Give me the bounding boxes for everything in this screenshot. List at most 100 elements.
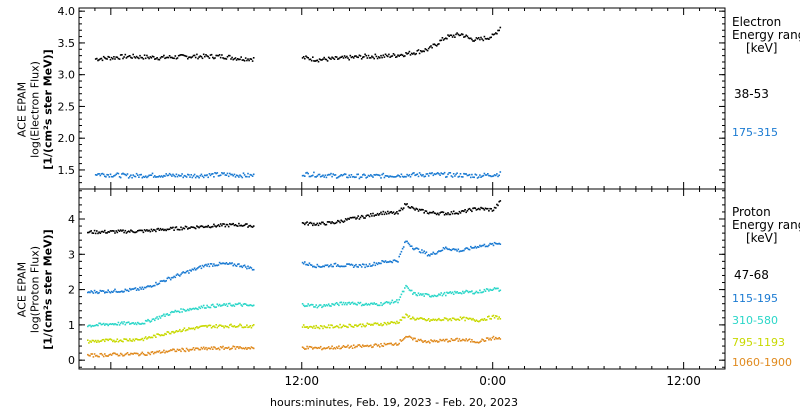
proton-point [109,338,112,340]
electron-point [172,57,174,59]
proton-point [151,336,154,339]
proton-point [393,259,396,261]
electron-point [213,176,215,178]
electron-point [446,37,448,40]
proton-point [417,292,420,294]
proton-point [392,344,395,346]
electron-point [418,52,421,55]
proton-point [304,348,306,350]
proton-point [426,254,429,257]
proton-point [484,245,487,248]
proton-point [438,293,440,295]
proton-point [147,285,149,287]
electron-point [431,46,433,49]
proton-point [415,340,417,342]
proton-point [467,318,470,320]
proton-point [158,315,161,318]
proton-point [87,339,89,341]
proton-point [448,318,450,321]
proton-point [415,247,417,249]
proton-point [246,324,248,326]
proton-point [487,288,489,291]
proton-point [490,339,492,341]
electron-point [370,174,372,176]
proton-point [331,345,333,348]
electron-point [372,176,374,178]
proton-point [475,247,478,249]
proton-point [208,347,211,350]
electron-point [474,39,477,41]
proton-point [180,330,182,333]
proton-point [385,301,388,303]
electron-point [183,174,186,177]
proton-point [356,345,358,348]
proton-point [227,225,230,228]
proton-point [133,287,136,290]
electron-point [360,176,363,178]
electron-point [238,58,240,61]
proton-point [449,318,452,320]
proton-point [125,322,128,324]
proton-point [421,340,423,342]
proton-point [169,349,172,351]
proton-point [495,287,497,290]
proton-point [218,261,221,264]
proton-point [451,317,454,319]
proton-point [455,212,457,214]
proton-point [456,318,458,321]
proton-point [449,291,452,293]
proton-point [118,324,121,326]
electron-point [350,56,353,59]
electron-point [234,57,237,59]
proton-point [468,207,471,210]
proton-point [344,265,347,267]
proton-point [342,301,345,304]
proton-point [339,265,341,268]
proton-point [124,353,127,356]
electron-point [124,173,127,176]
proton-point [117,321,120,324]
proton-point [229,324,231,326]
proton-point [487,207,489,210]
proton-point [109,353,112,356]
proton-point [198,348,200,351]
electron-point [127,55,130,58]
proton-point [491,337,494,339]
proton-point [465,338,467,340]
electron-point [191,176,194,179]
electron-point [376,174,379,176]
proton-point [433,212,436,214]
electron-point [309,58,312,61]
proton-point [330,324,332,326]
electron-point [222,57,224,59]
electron-point [440,172,442,174]
proton-point [234,348,237,350]
proton-point [155,317,157,320]
electron-point [410,52,413,55]
electron-point [499,26,502,29]
proton-point [365,302,367,305]
electron-point [146,176,148,179]
proton-point [329,305,331,307]
proton-point [489,288,491,291]
proton-point [314,224,316,226]
proton-point [351,264,354,266]
proton-point [123,321,125,323]
proton-point [209,306,212,309]
proton-point [376,212,379,215]
proton-point [341,220,344,223]
proton-point [208,226,211,228]
electron-point [498,29,500,32]
proton-point [462,338,464,341]
proton-point [367,214,370,217]
proton-point [234,224,237,226]
electron-point [377,174,380,176]
proton-point [206,326,208,328]
proton-point [395,260,397,262]
electron-point [346,176,348,179]
proton-point [88,291,90,293]
proton-point [315,324,317,327]
proton-point [129,231,131,233]
proton-point [477,207,480,210]
